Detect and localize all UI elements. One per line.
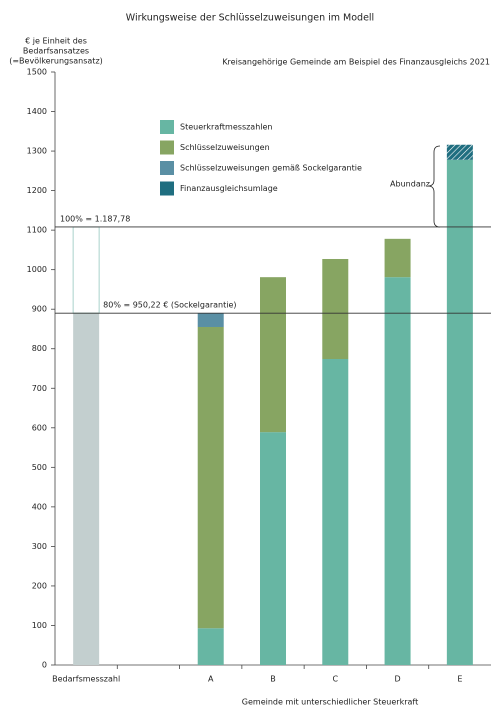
x-tick-label: B bbox=[270, 675, 276, 684]
y-tick-label: 1200 bbox=[27, 186, 47, 195]
reference-bar bbox=[73, 313, 100, 665]
y-tick-label: 800 bbox=[32, 344, 47, 353]
reference-label: 100% = 1.187,78 bbox=[60, 214, 130, 223]
annotation: Abundanz bbox=[390, 180, 430, 189]
legend-swatch bbox=[160, 161, 174, 175]
bar-segment bbox=[446, 159, 473, 665]
bar-segment bbox=[197, 628, 224, 665]
bar-segment bbox=[384, 238, 411, 278]
bar-segment bbox=[260, 277, 286, 433]
bar-segment bbox=[197, 313, 224, 327]
bar-segment bbox=[446, 144, 473, 160]
legend-label: Schlüsselzuweisungen gemäß Sockelgaranti… bbox=[180, 164, 362, 173]
chart-subtitle: Kreisangehörige Gemeinde am Beispiel des… bbox=[222, 58, 490, 67]
brace bbox=[427, 145, 441, 228]
y-tick-label: 400 bbox=[32, 502, 47, 511]
chart-title: Wirkungsweise der Schlüsselzuweisungen i… bbox=[126, 13, 374, 24]
y-tick-label: 100 bbox=[32, 621, 47, 630]
x-tick-label: A bbox=[208, 675, 214, 684]
x-tick-label: C bbox=[332, 675, 338, 684]
x-tick-label: Bedarfsmesszahl bbox=[52, 675, 120, 684]
y-tick-label: 1100 bbox=[27, 226, 47, 235]
legend-swatch bbox=[160, 120, 174, 134]
reference-bar bbox=[72, 226, 100, 314]
reference-label: 80% = 950,22 € (Sockelgarantie) bbox=[103, 301, 236, 310]
y-axis-label: Bedarfsansatzes bbox=[23, 47, 89, 56]
y-tick-label: 500 bbox=[32, 463, 47, 472]
legend-label: Finanzausgleichsumlage bbox=[180, 184, 278, 193]
y-tick-label: 0 bbox=[42, 661, 47, 670]
bar-segment bbox=[384, 277, 411, 665]
y-tick-label: 600 bbox=[32, 423, 47, 432]
y-tick-label: 1300 bbox=[27, 147, 47, 156]
y-tick-label: 300 bbox=[32, 542, 47, 551]
legend-swatch bbox=[160, 140, 174, 155]
bar-segment bbox=[197, 326, 224, 629]
y-tick-label: 700 bbox=[32, 384, 47, 393]
y-tick-label: 200 bbox=[32, 581, 47, 590]
bar-segment bbox=[322, 359, 349, 665]
y-axis-label: € je Einheit des bbox=[25, 37, 87, 46]
y-tick-label: 900 bbox=[32, 305, 47, 314]
legend-label: Steuerkraftmesszahlen bbox=[180, 123, 273, 132]
y-axis-label: (=Bevölkerungsansatz) bbox=[9, 57, 103, 66]
bar-segment bbox=[322, 258, 349, 360]
y-tick-label: 1400 bbox=[27, 107, 47, 116]
y-tick-label: 1000 bbox=[27, 265, 47, 274]
x-axis-label: Gemeinde mit unterschiedlicher Steuerkra… bbox=[242, 698, 418, 707]
y-tick-label: 1500 bbox=[27, 68, 47, 77]
legend-label: Schlüsselzuweisungen bbox=[180, 143, 270, 152]
legend-swatch bbox=[160, 181, 174, 196]
bar-segment bbox=[260, 432, 286, 665]
x-tick-label: E bbox=[457, 675, 462, 684]
x-tick-label: D bbox=[394, 675, 400, 684]
